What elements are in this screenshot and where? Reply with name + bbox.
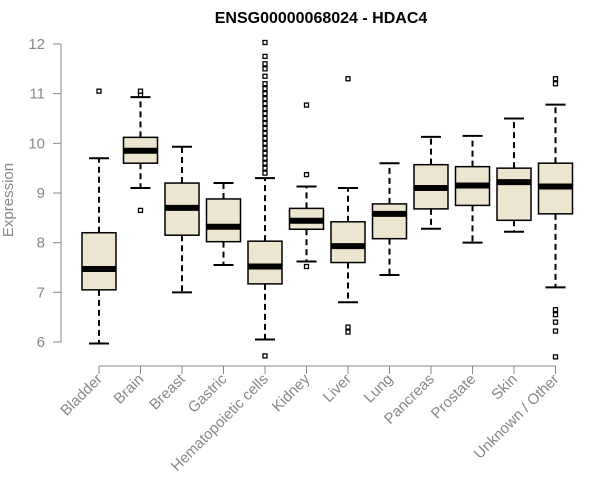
box-rect-6 bbox=[330, 221, 366, 264]
outlier-5-1 bbox=[303, 171, 310, 178]
y-axis: 6 7 8 9 10 11 12 bbox=[28, 36, 62, 351]
box-9 bbox=[454, 134, 491, 244]
y-tick-label-2: 8 bbox=[37, 235, 45, 252]
outlier-4-24 bbox=[262, 170, 268, 176]
box-11 bbox=[537, 76, 574, 360]
outlier-11-6 bbox=[552, 354, 559, 360]
box-8 bbox=[413, 135, 449, 230]
outlier-1-0 bbox=[137, 207, 144, 214]
box-2 bbox=[164, 145, 200, 294]
outlier-6-0 bbox=[345, 76, 351, 82]
outlier-4-6 bbox=[262, 81, 268, 87]
outlier-4-5 bbox=[262, 73, 268, 79]
outlier-4-18 bbox=[262, 140, 268, 146]
y-tick-label-5: 11 bbox=[29, 86, 45, 103]
outlier-4-17 bbox=[262, 135, 268, 142]
outlier-4-22 bbox=[262, 160, 268, 166]
outlier-0-0 bbox=[96, 88, 102, 94]
outlier-4-2 bbox=[262, 53, 268, 60]
box-rect-3 bbox=[205, 198, 242, 243]
box-0 bbox=[81, 88, 117, 345]
x-tick-label-6: Liver bbox=[320, 371, 355, 406]
outlier-4-19 bbox=[262, 145, 268, 151]
outlier-4-13 bbox=[262, 115, 268, 122]
outlier-4-9 bbox=[262, 95, 268, 102]
box-rect-4 bbox=[247, 240, 283, 285]
outlier-4-14 bbox=[262, 120, 268, 127]
outlier-5-0 bbox=[303, 102, 310, 108]
outlier-4-3 bbox=[262, 61, 268, 67]
box-10 bbox=[496, 117, 532, 233]
outlier-4-8 bbox=[262, 91, 268, 97]
outlier-11-5 bbox=[552, 328, 559, 334]
x-tick-label-10: Skin bbox=[488, 371, 521, 404]
box-5 bbox=[288, 102, 325, 270]
box-rect-10 bbox=[496, 167, 532, 222]
box-6 bbox=[330, 76, 366, 335]
outlier-11-0 bbox=[552, 76, 559, 82]
outlier-4-16 bbox=[262, 130, 268, 137]
box-7 bbox=[371, 162, 408, 276]
x-tick-label-0: Bladder bbox=[57, 371, 106, 420]
outlier-4-0 bbox=[262, 353, 268, 359]
outlier-11-2 bbox=[552, 307, 559, 313]
outlier-4-23 bbox=[262, 165, 268, 171]
y-tick-label-1: 7 bbox=[37, 284, 45, 301]
x-tick-label-1: Brain bbox=[111, 371, 148, 408]
outlier-4-15 bbox=[262, 125, 268, 132]
box-rect-0 bbox=[81, 231, 117, 291]
y-tick-label-0: 6 bbox=[37, 334, 45, 351]
outlier-11-4 bbox=[552, 319, 559, 325]
x-tick-label-5: Kidney bbox=[269, 370, 314, 415]
y-tick-label-3: 9 bbox=[37, 185, 45, 202]
y-tick-label-4: 10 bbox=[28, 135, 45, 152]
x-tick-label-9: Prostate bbox=[428, 371, 480, 423]
box-3 bbox=[205, 182, 242, 267]
outlier-4-11 bbox=[262, 105, 268, 112]
box-4 bbox=[247, 39, 283, 359]
outlier-11-3 bbox=[552, 312, 559, 318]
x-tick-label-2: Breast bbox=[146, 370, 189, 413]
outlier-4-21 bbox=[262, 155, 268, 161]
outlier-1-2 bbox=[137, 92, 144, 98]
outlier-4-10 bbox=[262, 100, 268, 107]
outlier-4-4 bbox=[262, 66, 268, 72]
outlier-6-2 bbox=[345, 329, 351, 335]
outlier-11-1 bbox=[552, 81, 559, 87]
x-tick-label-7: Lung bbox=[361, 371, 397, 407]
chart-title: ENSG00000068024 - HDAC4 bbox=[215, 10, 428, 27]
outlier-4-12 bbox=[262, 110, 268, 117]
outlier-4-1 bbox=[262, 39, 268, 46]
outlier-4-20 bbox=[262, 150, 268, 156]
box-1 bbox=[122, 88, 159, 214]
box-rect-7 bbox=[371, 203, 408, 240]
outlier-6-1 bbox=[345, 324, 351, 330]
outlier-4-7 bbox=[262, 86, 268, 92]
outlier-5-2 bbox=[303, 263, 310, 270]
y-axis-label: Expression bbox=[0, 163, 17, 237]
boxes-group bbox=[81, 39, 574, 360]
y-tick-label-6: 12 bbox=[28, 36, 45, 53]
